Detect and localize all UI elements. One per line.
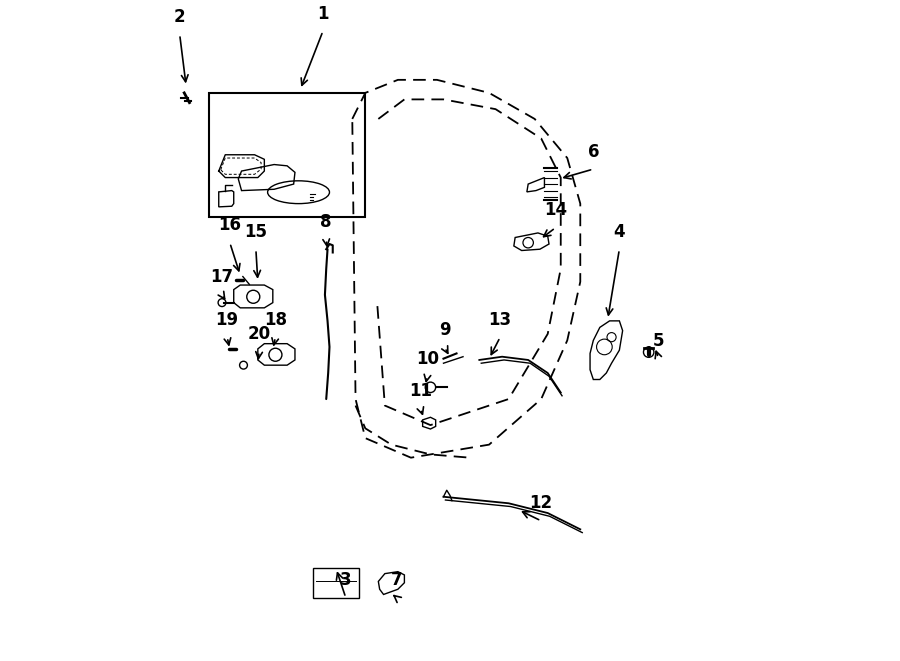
- Text: 18: 18: [264, 311, 287, 329]
- Text: 1: 1: [317, 5, 328, 22]
- Text: 15: 15: [245, 223, 267, 241]
- Text: 19: 19: [216, 311, 239, 329]
- Text: 14: 14: [544, 201, 567, 219]
- Text: 16: 16: [219, 216, 241, 234]
- Bar: [209, 93, 365, 217]
- Text: 5: 5: [652, 332, 664, 350]
- Text: 6: 6: [588, 143, 599, 161]
- Text: 9: 9: [439, 321, 451, 339]
- Bar: [313, 568, 359, 598]
- Text: 10: 10: [416, 350, 438, 368]
- Text: 8: 8: [320, 213, 332, 231]
- Circle shape: [644, 347, 654, 358]
- Text: 7: 7: [391, 571, 402, 589]
- Text: 17: 17: [211, 268, 234, 286]
- Text: 2: 2: [174, 8, 185, 26]
- Text: 4: 4: [614, 223, 626, 241]
- Text: 12: 12: [529, 494, 553, 512]
- Text: 13: 13: [489, 311, 512, 329]
- Text: 20: 20: [248, 325, 271, 343]
- Text: 3: 3: [340, 571, 352, 589]
- Text: 11: 11: [410, 382, 432, 401]
